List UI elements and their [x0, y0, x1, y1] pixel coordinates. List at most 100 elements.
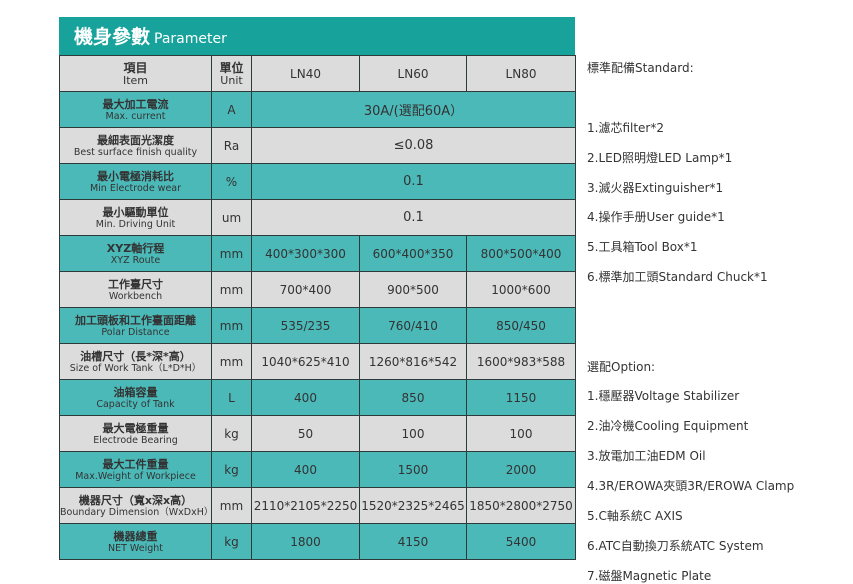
row-label-zh: 最大加工電流 — [102, 97, 169, 111]
option-item: 4.3R/EROWA夾頭3R/EROWA Clamp — [587, 479, 795, 493]
row-value: 400*300*300 — [251, 235, 360, 272]
standard-item: 3.滅火器Extinguisher*1 — [587, 180, 724, 195]
row-label: 機器尺寸（寬x深x高） Boundary Dimension（WxDxH） — [59, 487, 214, 524]
row-label-zh: 工作臺尺寸 — [108, 277, 163, 291]
row-unit: kg — [211, 523, 252, 560]
row-label: 加工頭板和工作臺面距離 Polar Distance — [59, 307, 212, 344]
row-value: 850 — [359, 379, 467, 416]
header-model: LN40 — [251, 55, 360, 92]
table-row: 機器尺寸（寬x深x高） Boundary Dimension（WxDxH） mm 21… — [59, 487, 576, 524]
row-unit: L — [211, 379, 252, 416]
row-label-zh: 最小驅動單位 — [102, 205, 169, 219]
table-row: XYZ軸行程 XYZ Route mm 400*300*300 600*400*350 8… — [59, 235, 576, 272]
row-value: 1500 — [359, 451, 467, 488]
row-label-en: Min Electrode wear — [89, 182, 182, 194]
row-value: 535/235 — [251, 307, 360, 344]
option-item: 6.ATC自動換刀系統ATC System — [587, 539, 764, 553]
row-value: 2000 — [466, 451, 576, 488]
standard-item: 1.濾芯filter*2 — [587, 121, 664, 135]
row-unit: mm — [211, 235, 252, 272]
table-row: 最大加工電流 Max. current A 30A/(選配60A） — [59, 91, 576, 128]
header-model: LN80 — [466, 55, 576, 92]
row-label-en: NET Weight — [107, 542, 164, 554]
row-unit: mm — [211, 487, 252, 524]
table-row: 最小驅動單位 Min. Driving Unit um 0.1 — [59, 199, 576, 236]
row-value: 760/410 — [359, 307, 467, 344]
table-row: 工作臺尺寸 Workbench mm 700*400 900*500 1000*600 — [59, 271, 576, 308]
row-label: 工作臺尺寸 Workbench — [59, 271, 212, 308]
row-unit: kg — [211, 451, 252, 488]
row-unit: mm — [211, 271, 252, 308]
option-heading: 選配Option: — [587, 360, 656, 374]
row-label: 機器總重 NET Weight — [59, 523, 212, 560]
standard-item: 5.工具箱Tool Box*1 — [587, 240, 698, 255]
row-value: 100 — [466, 415, 576, 452]
row-label: 最小電極消耗比 Min Electrode wear — [59, 163, 212, 200]
standard-item: 4.操作手册User guide*1 — [587, 210, 725, 225]
header-unit-en: Unit — [220, 73, 243, 87]
row-label-zh: 最大電極重量 — [102, 421, 169, 435]
table-row: 油槽尺寸（長*深*高） Size of Work Tank（L*D*H） mm 104… — [59, 343, 576, 380]
row-value: 5400 — [466, 523, 576, 560]
row-label: 最小驅動單位 Min. Driving Unit — [59, 199, 212, 236]
row-value: 800*500*400 — [466, 235, 576, 272]
row-label-en: Best surface finish quality — [73, 146, 198, 158]
row-label-zh: 加工頭板和工作臺面距離 — [75, 313, 196, 327]
row-unit: % — [211, 163, 252, 200]
row-value: 1800 — [251, 523, 360, 560]
option-item: 7.磁盤Magnetic Plate — [587, 569, 712, 583]
row-value: 50 — [251, 415, 360, 452]
standard-item: 6.標準加工頭Standard Chuck*1 — [587, 270, 768, 284]
row-label-en: Boundary Dimension（WxDxH） — [60, 506, 214, 518]
row-unit: um — [211, 199, 252, 236]
row-unit: kg — [211, 415, 252, 452]
row-unit: mm — [211, 343, 252, 380]
parameter-table: 項目 Item 單位 Unit LN40 LN60 LN80 最大加工電流 Max. … — [59, 55, 576, 560]
table-row: 最小電極消耗比 Min Electrode wear% 0.1 — [59, 163, 576, 200]
option-item: 2.油冷機Cooling Equipment — [587, 419, 749, 433]
row-value: 1260*816*542 — [359, 343, 467, 380]
row-label-zh: 最大工件重量 — [102, 457, 169, 471]
header-item: 項目 Item — [59, 55, 212, 92]
row-value: 100 — [359, 415, 467, 452]
row-label: 最大電極重量 Electrode Bearing — [59, 415, 212, 452]
row-label-en: Max. current — [105, 110, 166, 122]
row-label-en: Max.Weight of Workpiece — [75, 470, 196, 482]
row-value: 600*400*350 — [359, 235, 467, 272]
row-value: 1850*2800*2750 — [466, 487, 576, 524]
row-value: 2110*2105*2250 — [251, 487, 360, 524]
row-label-zh: XYZ軸行程 — [106, 241, 165, 255]
row-value: 1150 — [466, 379, 576, 416]
row-value: 1040*625*410 — [251, 343, 360, 380]
table-row: 最細表面光潔度 Best surface finish quality Ra ≤0.0… — [59, 127, 576, 164]
row-value: 400 — [251, 379, 360, 416]
row-value: 0.1 — [251, 163, 576, 200]
header-item-en: Item — [122, 73, 149, 87]
row-value: 1000*600 — [466, 271, 576, 308]
row-label-en: Workbench — [108, 290, 163, 302]
standard-item: 2.LED照明燈LED Lamp*1 — [587, 150, 733, 165]
table-row: 油箱容量 Capacity of Tank L 400 850 1150 — [59, 379, 576, 416]
table-row: 最大工件重量 Max.Weight of Workpiece kg 400 1500 20… — [59, 451, 576, 488]
row-value: 400 — [251, 451, 360, 488]
row-value: 850/450 — [466, 307, 576, 344]
row-label: 最大工件重量 Max.Weight of Workpiece — [59, 451, 212, 488]
row-unit: A — [211, 91, 252, 128]
table-header-row: 項目 Item 單位 Unit LN40 LN60 LN80 — [59, 55, 576, 92]
row-label-zh: 油槽尺寸（長*深*高） — [80, 349, 191, 363]
option-item: 3.放電加工油EDM Oil — [587, 449, 706, 463]
row-label: 油槽尺寸（長*深*高） Size of Work Tank（L*D*H） — [59, 343, 212, 380]
row-unit: Ra — [211, 127, 252, 164]
title-zh: 機身參數 — [74, 26, 151, 48]
row-value: 1520*2325*2465 — [359, 487, 467, 524]
row-label: 油箱容量 Capacity of Tank — [59, 379, 212, 416]
table-row: 機器總重 NET Weight kg 1800 4150 5400 — [59, 523, 576, 560]
row-label-en: Size of Work Tank（L*D*H） — [69, 362, 202, 374]
row-label: 最大加工電流 Max. current — [59, 91, 212, 128]
header-model: LN60 — [359, 55, 467, 92]
option-item: 1.穩壓器Voltage Stabilizer — [587, 389, 740, 403]
row-value: 900*500 — [359, 271, 467, 308]
row-value: 1600*983*588 — [466, 343, 576, 380]
table-row: 加工頭板和工作臺面距離 Polar Distance mm 535/235 760/41… — [59, 307, 576, 344]
row-label-en: Polar Distance — [101, 326, 170, 338]
